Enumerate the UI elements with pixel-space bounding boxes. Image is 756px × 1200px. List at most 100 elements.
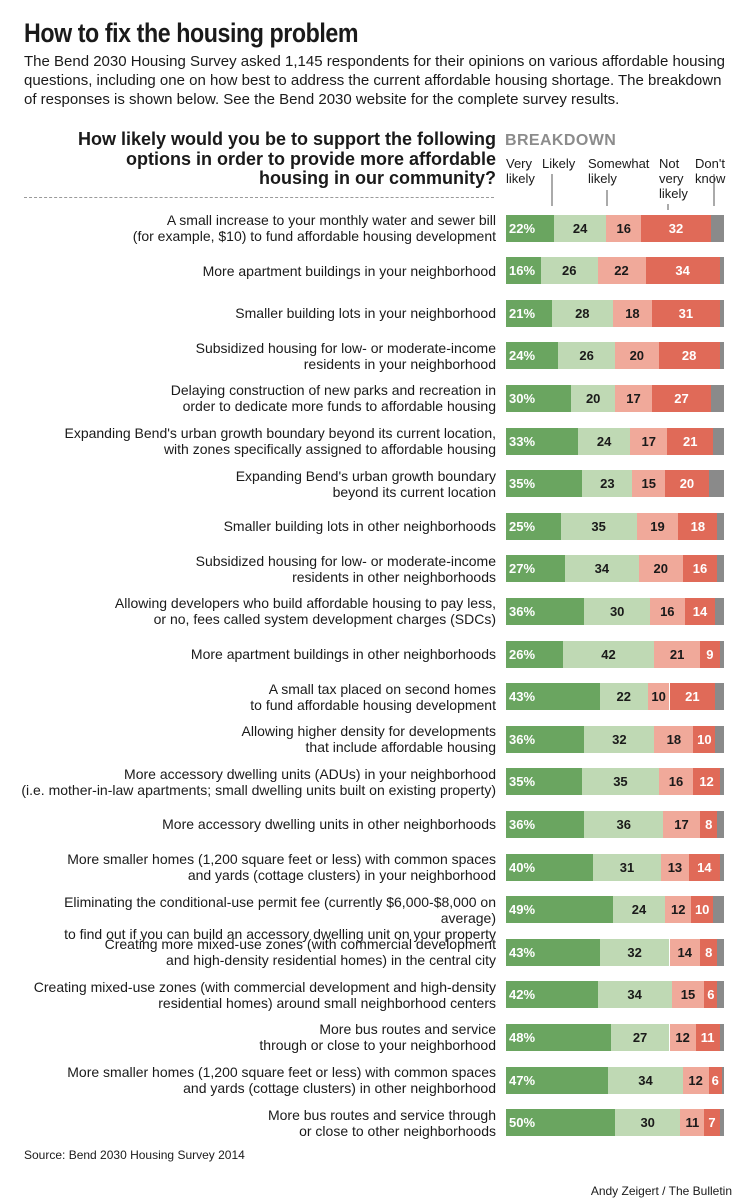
bar-value-label: 6	[707, 987, 715, 1003]
row-label-line: (for example, $10) to fund affordable ho…	[132, 228, 496, 244]
row-label-line: More bus routes and service through	[267, 1106, 496, 1123]
bar-value-label: 40%	[509, 859, 536, 875]
bar-value-label: 20	[585, 390, 601, 406]
breakdown-heading: BREAKDOWN	[505, 132, 617, 149]
bar-value-label: 14	[692, 603, 708, 619]
bar-segment-dont-know	[719, 853, 724, 881]
bar-value-label: 12	[688, 1072, 703, 1088]
bar-segment-dont-know	[713, 427, 724, 455]
bar-segment-dont-know	[710, 384, 724, 412]
bar-segment-very-likely	[506, 427, 578, 455]
bar-segment-likely	[551, 299, 613, 327]
bar-segment-not-very-likely	[691, 896, 714, 924]
bar-segment-very-likely	[506, 1109, 615, 1137]
bar-segment-somewhat-likely	[658, 768, 694, 796]
bar-segment-not-very-likely	[700, 640, 720, 668]
bar-value-label: 17	[626, 390, 641, 406]
bar-value-label: 27%	[509, 561, 536, 577]
bar-segment-somewhat-likely	[654, 640, 700, 668]
row-label-line: A small tax placed on second homes	[268, 680, 496, 697]
bar-segment-not-very-likely	[669, 683, 716, 711]
bar-segment-somewhat-likely	[669, 1023, 696, 1051]
bar-value-label: 34	[594, 561, 610, 577]
row-label: Delaying construction of new parks and r…	[14, 382, 496, 414]
bar-segment-somewhat-likely	[612, 299, 653, 327]
bar-value-label: 35%	[509, 774, 536, 790]
row-label-line: and yards (cottage clusters) in other ne…	[183, 1080, 496, 1096]
bar-segment-somewhat-likely	[662, 810, 700, 838]
bar-value-label: 48%	[509, 1029, 536, 1045]
bar-segment-very-likely	[506, 640, 563, 668]
row-label-line: Expanding Bend's urban growth boundary	[235, 467, 496, 484]
bar-segment-dont-know	[719, 299, 724, 327]
header-divider	[24, 197, 494, 198]
bar-segment-dont-know	[717, 512, 724, 540]
bar-segment-somewhat-likely	[665, 896, 692, 924]
bar-value-label: 31	[678, 305, 694, 321]
bar-value-label: 14	[697, 859, 712, 875]
bar-segment-very-likely	[506, 384, 572, 412]
bar-value-label: 21%	[509, 305, 536, 321]
bar-value-label: 12	[699, 774, 714, 790]
row-label-line: (i.e. mother-in-law apartments; small dw…	[21, 781, 496, 798]
row-label: Expanding Bend's urban growth boundary b…	[14, 425, 496, 457]
bar-value-label: 7	[708, 1115, 716, 1131]
bar-segment-very-likely	[506, 725, 585, 753]
bar-segment-very-likely	[506, 257, 541, 285]
bar-value-label: 16	[660, 603, 675, 619]
row-label: Expanding Bend's urban growth boundary be…	[14, 468, 496, 500]
bar-segment-likely	[582, 470, 633, 498]
bar-segment-dont-know	[721, 1066, 724, 1094]
bar-segment-likely	[615, 1109, 681, 1137]
bar-value-label: 26	[579, 348, 594, 364]
bar-value-label: 12	[670, 902, 686, 918]
bar-value-label: 36%	[509, 731, 536, 747]
row-label-line: order to dedicate more funds to affordab…	[182, 398, 496, 415]
row-label-line: More apartment buildings in your neighbo…	[202, 262, 496, 279]
bar-segment-dont-know	[717, 981, 724, 1009]
bar-segment-somewhat-likely	[630, 427, 668, 455]
bar-segment-not-very-likely	[704, 981, 718, 1009]
bar-value-label: 30	[609, 603, 625, 619]
row-label-line: More apartment buildings in other neighb…	[190, 646, 496, 662]
bar-segment-likely	[584, 810, 663, 838]
bar-segment-somewhat-likely	[682, 1066, 709, 1094]
row-label-line: More accessory dwelling units (ADUs) in …	[124, 765, 496, 782]
bar-value-label: 36%	[509, 603, 536, 619]
bar-value-label: 34	[675, 263, 690, 279]
row-label-line: and high-density residential homes) in t…	[166, 952, 496, 969]
bar-value-label: 22	[616, 689, 631, 705]
bar-segment-likely	[584, 597, 650, 625]
row-label-line: Expanding Bend's urban growth boundary b…	[64, 425, 496, 441]
bar-value-label: 14	[677, 944, 692, 960]
row-label-line: to fund affordable housing development	[250, 696, 496, 713]
bar-segment-not-very-likely	[641, 214, 711, 242]
bar-value-label: 13	[667, 859, 683, 875]
bar-value-label: 20	[629, 348, 645, 364]
bar-value-label: 49%	[509, 902, 536, 918]
bar-segment-somewhat-likely	[606, 214, 642, 242]
bar-value-label: 20	[679, 476, 695, 492]
bar-segment-very-likely	[506, 938, 600, 966]
row-label-line: More smaller homes (1,200 square feet or…	[67, 1064, 496, 1080]
bar-segment-not-very-likely	[665, 470, 709, 498]
legend-not-very-likely: Not very likely	[659, 156, 688, 201]
bar-segment-likely	[597, 981, 672, 1009]
bar-value-label: 28	[575, 305, 590, 321]
bar-segment-not-very-likely	[658, 342, 720, 370]
bar-segment-likely	[553, 214, 607, 242]
row-label-line: More accessory dwelling units in other n…	[162, 816, 496, 833]
bar-segment-likely	[612, 896, 666, 924]
row-label-line: Creating mixed-use zones (with commercia…	[33, 978, 496, 995]
bar-value-label: 16	[668, 774, 684, 790]
bar-value-label: 22%	[509, 220, 536, 236]
row-label-line: beyond its current location	[332, 483, 496, 500]
bar-value-label: 33%	[509, 433, 536, 449]
row-label-line: residential homes) around small neighbor…	[158, 994, 496, 1011]
row-label-line: or no, fees called system development ch…	[153, 611, 496, 628]
row-label: Creating more mixed-use zones (with comm…	[14, 936, 496, 968]
bar-segment-dont-know	[719, 342, 724, 370]
row-label: Eliminating the conditional-use permit f…	[14, 894, 496, 942]
bar-value-label: 32	[612, 731, 627, 747]
bar-value-label: 16	[692, 561, 708, 577]
